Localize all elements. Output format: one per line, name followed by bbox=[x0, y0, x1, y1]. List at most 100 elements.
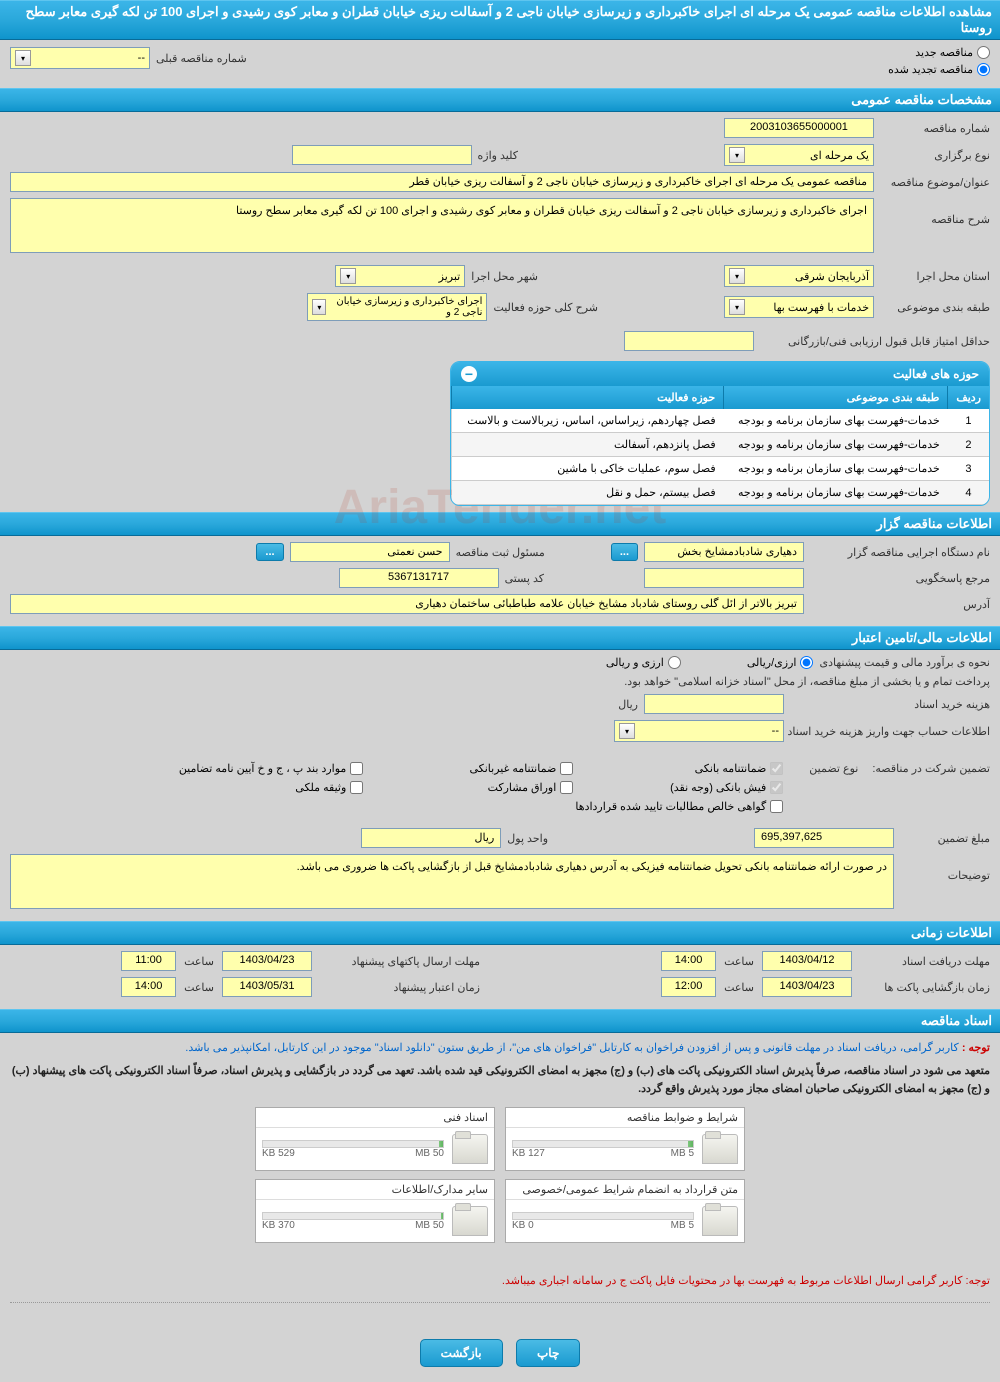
section-header-documents: اسناد مناقصه bbox=[0, 1009, 1000, 1033]
min-score-field[interactable] bbox=[624, 331, 754, 351]
doc-size: 529 KB bbox=[262, 1148, 295, 1159]
desc-field[interactable]: اجرای خاکبرداری و زیرسازی خیابان ناجی 2 … bbox=[10, 198, 874, 253]
radio-renewed-tender[interactable]: مناقصه تجدید شده bbox=[888, 63, 990, 76]
number-field: 2003103655000001 bbox=[724, 118, 874, 138]
doc-size: 0 KB bbox=[512, 1220, 534, 1231]
category-label: طبقه بندی موضوعی bbox=[880, 301, 990, 314]
prev-number-select[interactable]: -- ▾ bbox=[10, 47, 150, 69]
progress-bar bbox=[262, 1212, 444, 1220]
address-label: آدرس bbox=[810, 598, 990, 611]
doc-card-title: اسناد فنی bbox=[256, 1108, 494, 1128]
divider bbox=[10, 1302, 990, 1303]
category-select[interactable]: خدمات با فهرست بها ▾ bbox=[724, 296, 874, 318]
open-date[interactable]: 1403/04/23 bbox=[762, 977, 852, 997]
activity-desc-select[interactable]: اجرای خاکبرداری و زیرسازی خیابان ناجی 2 … bbox=[307, 293, 487, 321]
cb-bylaw[interactable]: موارد بند پ ، ج و خ آیین نامه تضامین bbox=[183, 762, 363, 775]
chevron-down-icon: ▾ bbox=[340, 268, 356, 284]
open-time[interactable]: 12:00 bbox=[661, 977, 716, 997]
doc-size: 127 KB bbox=[512, 1148, 545, 1159]
type-select[interactable]: یک مرحله ای ▾ bbox=[724, 144, 874, 166]
city-select[interactable]: تبریز ▾ bbox=[335, 265, 465, 287]
subject-field[interactable]: مناقصه عمومی یک مرحله ای اجرای خاکبرداری… bbox=[10, 172, 874, 192]
number-label: شماره مناقصه bbox=[880, 122, 990, 135]
cb-nonbank[interactable]: ضمانتنامه غیربانکی bbox=[393, 762, 573, 775]
activities-table: ردیف طبقه بندی موضوعی حوزه فعالیت 1خدمات… bbox=[451, 386, 989, 505]
section-header-general: مشخصات مناقصه عمومی bbox=[0, 88, 1000, 112]
folder-icon bbox=[702, 1206, 738, 1236]
exec-label: نام دستگاه اجرایی مناقصه گزار bbox=[810, 546, 990, 559]
prev-number-label: شماره مناقصه قبلی bbox=[156, 52, 247, 65]
documents-block: توجه : کاربر گرامی، دریافت اسناد در مهلت… bbox=[0, 1033, 1000, 1324]
exec-field: دهیاری شادبادمشایخ بخش bbox=[644, 542, 804, 562]
chevron-down-icon: ▾ bbox=[729, 147, 745, 163]
account-select[interactable]: -- ▾ bbox=[614, 720, 784, 742]
radio-currency[interactable]: ارزی و ریالی bbox=[606, 656, 681, 669]
submit-time[interactable]: 11:00 bbox=[121, 951, 176, 971]
exec-lookup-button[interactable]: ... bbox=[611, 543, 638, 561]
financial-block: نحوه ی برآورد مالی و قیمت پیشنهادی ارزی/… bbox=[0, 650, 1000, 921]
section-header-timing: اطلاعات زمانی bbox=[0, 921, 1000, 945]
notes-label: توضیحات bbox=[900, 854, 990, 882]
method-label: نحوه ی برآورد مالی و قیمت پیشنهادی bbox=[819, 656, 990, 669]
open-label: زمان بازگشایی پاکت ها bbox=[860, 981, 990, 994]
city-label: شهر محل اجرا bbox=[471, 270, 538, 283]
receive-time[interactable]: 14:00 bbox=[661, 951, 716, 971]
radio-rial[interactable]: ارزی/ریالی bbox=[747, 656, 814, 669]
chevron-down-icon: ▾ bbox=[312, 299, 326, 315]
cb-property[interactable]: وثیقه ملکی bbox=[183, 781, 363, 794]
section-header-tenderer: اطلاعات مناقصه گزار bbox=[0, 512, 1000, 536]
doc-size: 370 KB bbox=[262, 1220, 295, 1231]
desc-label: شرح مناقصه bbox=[880, 198, 990, 226]
folder-icon bbox=[452, 1206, 488, 1236]
doc-cost-field[interactable] bbox=[644, 694, 784, 714]
validity-time[interactable]: 14:00 bbox=[121, 977, 176, 997]
unit-label: واحد پول bbox=[507, 832, 548, 845]
print-button[interactable]: چاپ bbox=[516, 1339, 580, 1367]
submit-date[interactable]: 1403/04/23 bbox=[222, 951, 312, 971]
doc-card[interactable]: سایر مدارک/اطلاعات 50 MB370 KB bbox=[255, 1179, 495, 1243]
folder-icon bbox=[452, 1134, 488, 1164]
officer-lookup-button[interactable]: ... bbox=[256, 543, 283, 561]
officer-label: مسئول ثبت مناقصه bbox=[456, 546, 545, 559]
receive-date[interactable]: 1403/04/12 bbox=[762, 951, 852, 971]
page-title-text: مشاهده اطلاعات مناقصه عمومی یک مرحله ای … bbox=[26, 4, 992, 35]
account-label: اطلاعات حساب جهت واریز هزینه خرید اسناد bbox=[790, 725, 990, 738]
response-label: مرجع پاسخگویی bbox=[810, 572, 990, 585]
validity-date[interactable]: 1403/05/31 bbox=[222, 977, 312, 997]
collapse-icon[interactable]: − bbox=[461, 366, 477, 382]
province-label: استان محل اجرا bbox=[880, 270, 990, 283]
keyword-field[interactable] bbox=[292, 145, 472, 165]
cb-cash[interactable]: فیش بانکی (وجه نقد) bbox=[603, 781, 783, 794]
doc-commitment: متعهد می شود در اسناد مناقصه، صرفاً پذیر… bbox=[10, 1062, 990, 1099]
table-row: 3خدمات-فهرست بهای سازمان برنامه و بودجهف… bbox=[452, 457, 990, 481]
radio-new-tender[interactable]: مناقصه جدید bbox=[915, 46, 990, 59]
back-button[interactable]: بازگشت bbox=[420, 1339, 503, 1367]
amount-field[interactable]: 695,397,625 bbox=[754, 828, 894, 848]
progress-bar bbox=[512, 1212, 694, 1220]
cb-bank-guarantee[interactable]: ضمانتنامه بانکی bbox=[603, 762, 783, 775]
col-category: طبقه بندی موضوعی bbox=[724, 386, 948, 409]
progress-bar bbox=[262, 1140, 444, 1148]
notes-field[interactable]: در صورت ارائه ضمانتنامه بانکی تحویل ضمان… bbox=[10, 854, 894, 909]
cb-claims[interactable]: گواهی خالص مطالبات تایید شده قراردادها bbox=[183, 800, 783, 813]
progress-bar bbox=[512, 1140, 694, 1148]
cb-participation[interactable]: اوراق مشارکت bbox=[393, 781, 573, 794]
address-field[interactable]: تبریز بالاتر از ائل گلی روستای شادباد مش… bbox=[10, 594, 804, 614]
doc-max: 50 MB bbox=[415, 1148, 444, 1159]
doc-max: 5 MB bbox=[671, 1148, 694, 1159]
response-field[interactable] bbox=[644, 568, 804, 588]
general-block: شماره مناقصه 2003103655000001 نوع برگزار… bbox=[0, 112, 1000, 512]
guarantee-label: تضمین شرکت در مناقصه: bbox=[872, 762, 990, 775]
doc-card[interactable]: متن قرارداد به انضمام شرایط عمومی/خصوصی … bbox=[505, 1179, 745, 1243]
keyword-label: کلید واژه bbox=[478, 149, 518, 162]
radio-new-tender-input[interactable] bbox=[977, 46, 990, 59]
radio-renewed-tender-input[interactable] bbox=[977, 63, 990, 76]
province-select[interactable]: آذربایجان شرقی ▾ bbox=[724, 265, 874, 287]
table-row: 2خدمات-فهرست بهای سازمان برنامه و بودجهف… bbox=[452, 433, 990, 457]
doc-card-title: شرایط و ضوابط مناقصه bbox=[506, 1108, 744, 1128]
doc-card[interactable]: شرایط و ضوابط مناقصه 5 MB 127 KB bbox=[505, 1107, 745, 1171]
subject-label: عنوان/موضوع مناقصه bbox=[880, 176, 990, 189]
tenderer-block: نام دستگاه اجرایی مناقصه گزار دهیاری شاد… bbox=[0, 536, 1000, 626]
receive-label: مهلت دریافت اسناد bbox=[860, 955, 990, 968]
doc-card[interactable]: اسناد فنی 50 MB 529 KB bbox=[255, 1107, 495, 1171]
